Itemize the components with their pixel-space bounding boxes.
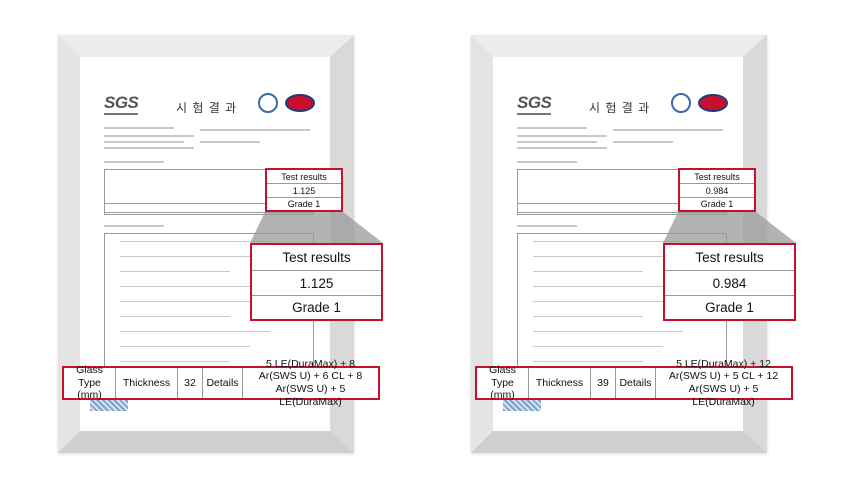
text-line bbox=[517, 225, 577, 227]
text-line bbox=[120, 271, 230, 272]
glass-bar: Glass Type (mm)Thickness32Details5 LE(Du… bbox=[62, 358, 380, 408]
callout-header: Test results bbox=[252, 245, 381, 271]
qr-code bbox=[503, 397, 541, 411]
callout-value: 0.984 bbox=[680, 184, 754, 198]
callout-value: 1.125 bbox=[252, 271, 381, 296]
text-line bbox=[104, 127, 174, 129]
zoom-shadow bbox=[250, 212, 383, 243]
text-line bbox=[533, 271, 643, 272]
text-line bbox=[533, 256, 663, 257]
text-line bbox=[120, 256, 250, 257]
thickness-label: Thickness bbox=[529, 368, 591, 398]
text-line bbox=[120, 361, 230, 362]
callout-header: Test results bbox=[680, 170, 754, 184]
text-line bbox=[120, 316, 230, 317]
details-label: Details bbox=[203, 368, 243, 398]
text-line bbox=[533, 316, 643, 317]
text-line bbox=[517, 147, 607, 149]
zoom-shadow bbox=[663, 212, 796, 243]
text-line bbox=[120, 286, 270, 287]
callout-header: Test results bbox=[665, 245, 794, 271]
text-line bbox=[517, 141, 597, 143]
text-line bbox=[533, 331, 683, 332]
callout-grade: Grade 1 bbox=[705, 300, 754, 315]
small-callout: Test results 0.984 Grade 1 bbox=[678, 168, 756, 212]
seal bbox=[671, 93, 691, 113]
text-line bbox=[120, 241, 270, 242]
text-line bbox=[200, 129, 310, 131]
text-line bbox=[533, 286, 683, 287]
text-line bbox=[120, 301, 250, 302]
callout-header: Test results bbox=[267, 170, 341, 184]
details-value: 5 LE(DuraMax) + 12 Ar(SWS U) + 5 CL + 12… bbox=[668, 358, 779, 408]
large-callout: Test results 1.125 Grade 1 bbox=[250, 243, 383, 321]
text-line bbox=[533, 361, 643, 362]
text-line bbox=[613, 141, 673, 143]
document-title: 시 험 결 과 bbox=[176, 101, 238, 115]
text-line bbox=[517, 161, 577, 163]
logo: SGS bbox=[517, 93, 552, 115]
callout-grade: Grade 1 bbox=[287, 199, 321, 209]
text-line bbox=[533, 346, 663, 347]
text-line bbox=[104, 147, 194, 149]
text-line bbox=[517, 127, 587, 129]
text-line bbox=[104, 135, 194, 137]
text-line bbox=[120, 346, 250, 347]
callout-grade: Grade 1 bbox=[700, 199, 734, 209]
document-title: 시 험 결 과 bbox=[589, 101, 651, 115]
seal bbox=[698, 94, 728, 112]
text-line bbox=[517, 135, 607, 137]
callout-value: 1.125 bbox=[267, 184, 341, 198]
glass-label: Glass Type (mm) bbox=[477, 364, 529, 401]
large-callout: Test results 0.984 Grade 1 bbox=[663, 243, 796, 321]
thickness-value: 39 bbox=[591, 368, 616, 398]
callout-grade: Grade 1 bbox=[292, 300, 341, 315]
seal bbox=[258, 93, 278, 113]
text-line bbox=[200, 141, 260, 143]
callout-value: 0.984 bbox=[665, 271, 794, 296]
text-line bbox=[104, 225, 164, 227]
logo: SGS bbox=[104, 93, 139, 115]
small-callout: Test results 1.125 Grade 1 bbox=[265, 168, 343, 212]
text-line bbox=[104, 161, 164, 163]
text-line bbox=[120, 331, 270, 332]
thickness-value: 32 bbox=[178, 368, 203, 398]
text-line bbox=[533, 241, 683, 242]
qr-code bbox=[90, 397, 128, 411]
thickness-label: Thickness bbox=[116, 368, 178, 398]
seal bbox=[285, 94, 315, 112]
details-label: Details bbox=[616, 368, 656, 398]
text-line bbox=[104, 141, 184, 143]
text-line bbox=[533, 301, 663, 302]
text-line bbox=[613, 129, 723, 131]
